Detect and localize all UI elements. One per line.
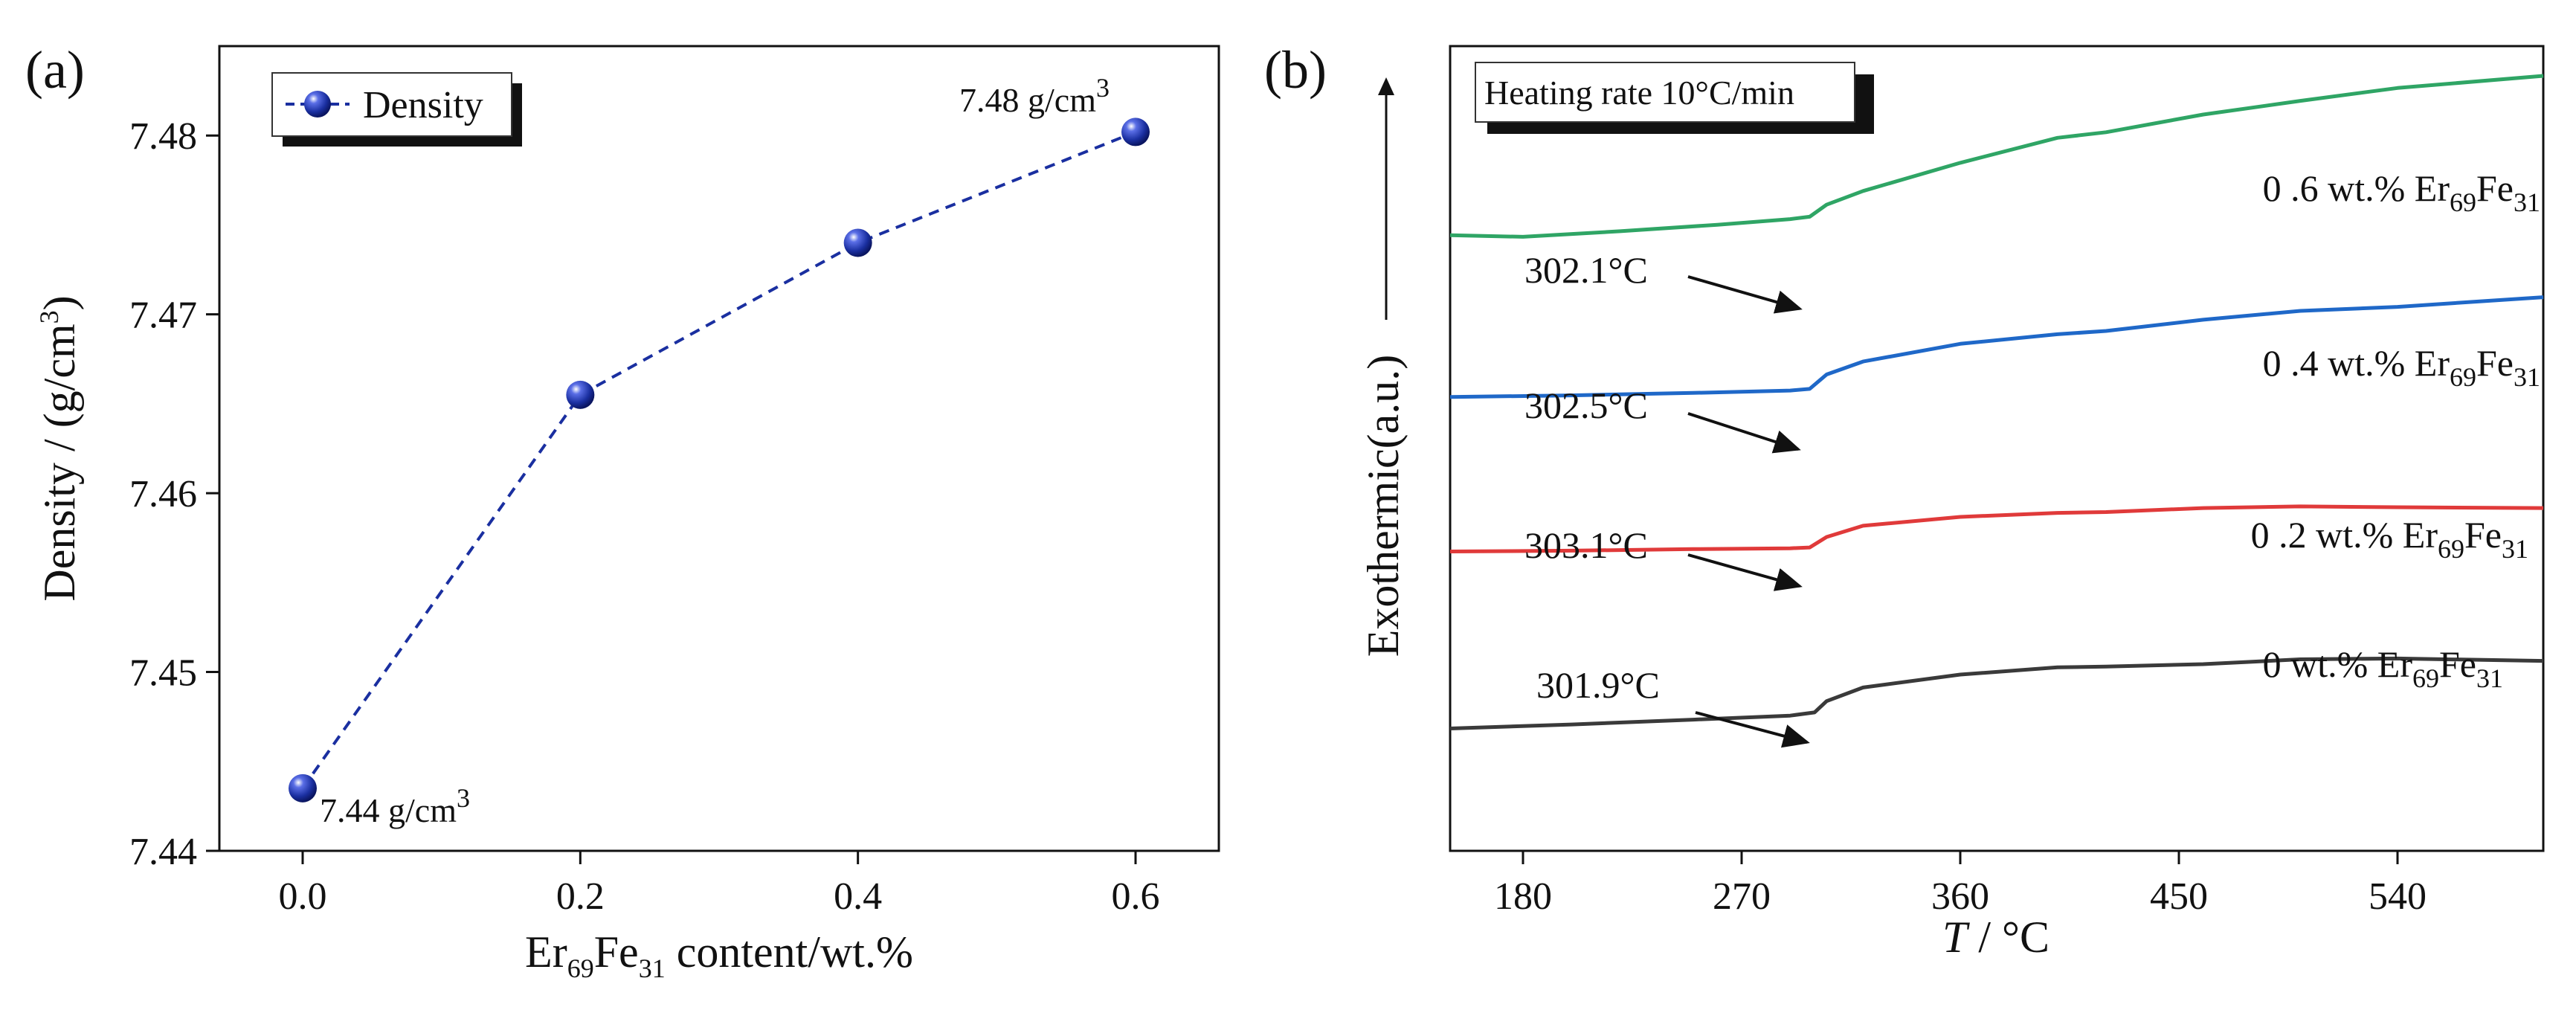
panel-b-plot-frame bbox=[1449, 45, 2545, 852]
curve-label-0: 0 wt.% Er69Fe31 bbox=[2263, 643, 2503, 693]
heating-rate-box bbox=[1475, 62, 1855, 123]
curve-label-0-2: 0 .2 wt.% Er69Fe31 bbox=[2251, 514, 2528, 564]
density-data-point bbox=[289, 773, 317, 802]
density-data-point bbox=[566, 380, 595, 409]
panel-b-y-axis-label: Exothermic(a.u.) bbox=[1359, 355, 1408, 657]
panel-a-y-axis-label: Density / (g/cm3) bbox=[34, 295, 84, 601]
panel-a-plot-frame bbox=[218, 45, 1220, 852]
legend-marker-swatch bbox=[304, 91, 331, 118]
panel-a-x-axis: 0.0 0.2 0.4 0.6 bbox=[279, 851, 1160, 918]
dsc-curve-0 bbox=[1449, 74, 2544, 239]
panel-b-x-axis-label: T / °C bbox=[1942, 913, 2049, 962]
panel-b: (b) 180 270 360 450 540 Heating rate 10°C/mi… bbox=[1264, 40, 2545, 962]
x-tick-label: 360 bbox=[1931, 875, 1989, 918]
x-tick-label: 0.0 bbox=[279, 875, 327, 918]
panel-a-label: (a) bbox=[25, 40, 85, 100]
y-tick-label: 7.46 bbox=[129, 473, 197, 515]
annotation-max-density: 7.48 g/cm3 bbox=[959, 73, 1110, 119]
y-tick-label: 7.48 bbox=[129, 115, 197, 158]
arrow-302-5 bbox=[1687, 412, 1801, 454]
panel-b-x-axis: 180 270 360 450 540 bbox=[1494, 851, 2427, 918]
curve-label-0-4: 0 .4 wt.% Er69Fe31 bbox=[2263, 342, 2540, 392]
arrow-302-1 bbox=[1687, 275, 1803, 314]
annotation-301-9: 301.9°C bbox=[1536, 664, 1660, 706]
x-tick-label: 180 bbox=[1494, 875, 1552, 918]
panel-a-legend: Density bbox=[271, 72, 522, 147]
y-axis-arrow-icon bbox=[1378, 77, 1394, 95]
arrow-303-1 bbox=[1687, 553, 1803, 591]
panel-a-x-axis-label: Er69Fe31 content/wt.% bbox=[525, 927, 913, 983]
curve-label-0-6: 0 .6 wt.% Er69Fe31 bbox=[2263, 167, 2540, 217]
x-tick-label: 450 bbox=[2150, 875, 2208, 918]
legend-label-density: Density bbox=[363, 84, 483, 126]
panel-b-series bbox=[1449, 74, 2544, 730]
annotation-303-1: 303.1°C bbox=[1524, 524, 1648, 566]
panel-b-heating-rate-box: Heating rate 10°C/min bbox=[1475, 62, 1874, 134]
heating-rate-text: Heating rate 10°C/min bbox=[1484, 74, 1794, 112]
density-data-point bbox=[1121, 118, 1150, 147]
dsc-curve-2 bbox=[1449, 504, 2544, 553]
x-tick-label: 0.4 bbox=[834, 875, 882, 918]
annotation-302-5: 302.5°C bbox=[1524, 385, 1648, 426]
x-tick-label: 0.2 bbox=[556, 875, 605, 918]
dsc-curve-3 bbox=[1449, 656, 2544, 730]
density-series-line bbox=[301, 130, 1136, 789]
panel-a: (a) 7.44 7.45 7.46 7.47 7.48 0.0 0.2 0.4 0.6 7.… bbox=[25, 40, 1220, 983]
annotation-302-1: 302.1°C bbox=[1524, 249, 1648, 291]
panel-a-y-axis: 7.44 7.45 7.46 7.47 7.48 bbox=[129, 115, 219, 873]
dsc-curve-1 bbox=[1449, 295, 2544, 399]
y-tick-label: 7.44 bbox=[129, 831, 197, 873]
y-tick-label: 7.45 bbox=[129, 652, 197, 695]
panel-b-label: (b) bbox=[1264, 40, 1327, 100]
x-tick-label: 540 bbox=[2369, 875, 2427, 918]
y-tick-label: 7.47 bbox=[129, 295, 197, 337]
x-tick-label: 270 bbox=[1713, 875, 1771, 918]
density-data-point bbox=[843, 228, 872, 257]
x-tick-label: 0.6 bbox=[1112, 875, 1160, 918]
arrow-301-9 bbox=[1695, 711, 1810, 748]
density-series-points bbox=[289, 118, 1150, 802]
annotation-min-density: 7.44 g/cm3 bbox=[320, 783, 470, 829]
